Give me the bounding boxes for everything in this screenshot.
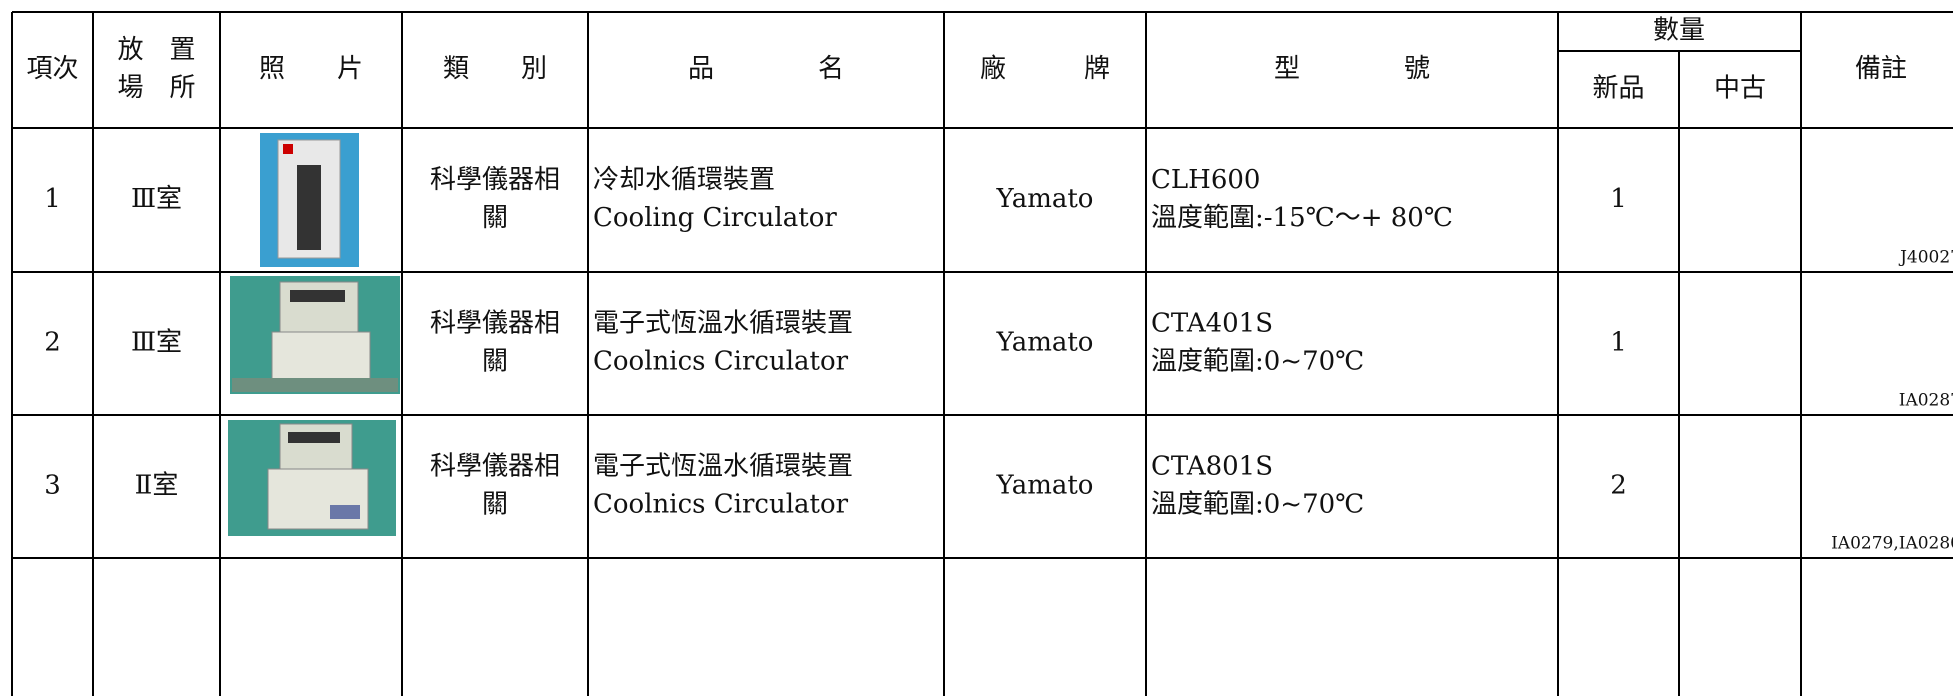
cell-text: 關	[482, 490, 508, 520]
cell-text: CTA801S	[1151, 452, 1273, 482]
cell-text: Yamato	[996, 184, 1094, 214]
cell-text: 2	[44, 328, 61, 358]
cell-text: Ⅲ室	[131, 184, 182, 214]
cell-text: 科學儀器相	[430, 165, 560, 195]
cell-text: IA0279,IA0280	[1831, 534, 1953, 554]
cell-text: 電子式恆溫水循環裝置	[593, 309, 853, 339]
header-cell: 廠 牌	[980, 54, 1110, 84]
cell-text: 冷却水循環裝置	[593, 165, 775, 195]
cell-text: CLH600	[1151, 165, 1260, 195]
cell-text: 關	[482, 203, 508, 233]
cell-text: Yamato	[996, 328, 1094, 358]
header-cell: 項次	[26, 54, 78, 84]
cell-text: 溫度範圍:-15℃～+ 80℃	[1151, 203, 1453, 233]
photo	[228, 420, 396, 536]
header-cell: 品 名	[688, 54, 844, 84]
cell-text: Yamato	[996, 471, 1094, 501]
cell-text: Ⅱ室	[135, 471, 179, 501]
photo	[230, 276, 400, 394]
header-cell: 備註	[1855, 54, 1907, 84]
photo	[260, 133, 359, 267]
cell-text: 1	[1610, 184, 1627, 214]
cell-text: Cooling Circulator	[593, 203, 837, 233]
cell-text: CTA401S	[1151, 309, 1273, 339]
header-cell: 照 片	[259, 54, 363, 84]
cell-text: Coolnics Circulator	[593, 490, 849, 520]
cell-text: 電子式恆溫水循環裝置	[593, 452, 853, 482]
cell-text: J40027	[1898, 248, 1953, 268]
cell-text: Ⅲ室	[131, 328, 182, 358]
header-cell: 放 置	[117, 35, 195, 65]
cell-text: 1	[44, 184, 61, 214]
cell-text: 科學儀器相	[430, 452, 560, 482]
cell-text: 溫度範圍:0~70℃	[1151, 490, 1364, 520]
cell-text: 1	[1610, 328, 1627, 358]
header-cell: 場 所	[117, 73, 195, 103]
cell-text: 溫度範圍:0~70℃	[1151, 347, 1364, 377]
cell-text: 2	[1610, 471, 1627, 501]
header-cell: 數量	[1653, 16, 1705, 46]
cell-text: Coolnics Circulator	[593, 347, 849, 377]
header-cell: 中古	[1714, 74, 1766, 104]
cell-text: IA0287	[1899, 391, 1953, 411]
header-cell: 型 號	[1274, 54, 1430, 84]
header-cell: 類 別	[443, 54, 547, 84]
header-cell: 新品	[1592, 74, 1644, 104]
cell-text: 科學儀器相	[430, 309, 560, 339]
cell-text: 3	[44, 471, 61, 501]
cell-text: 關	[482, 347, 508, 377]
